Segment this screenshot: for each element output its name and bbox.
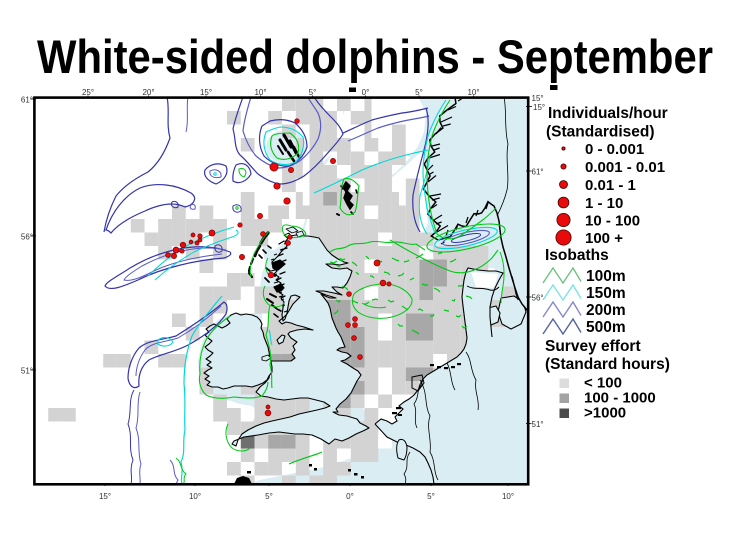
svg-text:5°: 5° (265, 492, 273, 501)
svg-text:10°: 10° (502, 492, 514, 501)
svg-text:10 - 100: 10 - 100 (585, 213, 640, 230)
svg-text:20°: 20° (142, 88, 154, 97)
svg-text:150m: 150m (586, 285, 626, 302)
svg-text:(Standard hours): (Standard hours) (545, 356, 670, 373)
svg-text:100m: 100m (586, 268, 626, 285)
svg-text:51°: 51° (21, 367, 33, 376)
svg-text:>1000: >1000 (584, 405, 626, 422)
svg-text:56°: 56° (532, 294, 544, 303)
svg-text:500m: 500m (586, 319, 626, 336)
svg-text:61°: 61° (532, 168, 544, 177)
svg-text:100 - 1000: 100 - 1000 (584, 390, 656, 407)
svg-text:0.001 - 0.01: 0.001 - 0.01 (585, 159, 665, 176)
svg-text:0 - 0.001: 0 - 0.001 (585, 141, 644, 158)
svg-text:5°: 5° (427, 492, 435, 501)
svg-text:61°: 61° (21, 96, 33, 105)
svg-text:5°: 5° (415, 88, 423, 97)
svg-text:10°: 10° (467, 88, 479, 97)
svg-text:100 +: 100 + (585, 230, 623, 247)
svg-text:5°: 5° (309, 88, 317, 97)
svg-text:1 - 10: 1 - 10 (585, 195, 623, 212)
svg-text:15°: 15° (533, 103, 545, 112)
svg-text:15°: 15° (532, 94, 544, 103)
svg-text:Individuals/hour: Individuals/hour (548, 105, 668, 122)
svg-text:10°: 10° (189, 492, 201, 501)
svg-text:10°: 10° (254, 88, 266, 97)
svg-text:15°: 15° (99, 492, 111, 501)
svg-text:< 100: < 100 (584, 375, 622, 392)
svg-text:Isobaths: Isobaths (545, 247, 609, 264)
svg-text:0°: 0° (362, 88, 370, 97)
svg-text:(Standardised): (Standardised) (546, 124, 655, 141)
svg-text:200m: 200m (586, 302, 626, 319)
svg-text:Survey effort: Survey effort (545, 338, 641, 355)
svg-text:51°: 51° (532, 420, 544, 429)
svg-text:0°: 0° (346, 492, 354, 501)
svg-text:56°: 56° (21, 233, 33, 242)
svg-text:25°: 25° (82, 88, 94, 97)
svg-text:0.01 - 1: 0.01 - 1 (585, 177, 636, 194)
svg-text:15°: 15° (200, 88, 212, 97)
svg-text:White-sided dolphins - Septemb: White-sided dolphins - September (37, 30, 713, 83)
